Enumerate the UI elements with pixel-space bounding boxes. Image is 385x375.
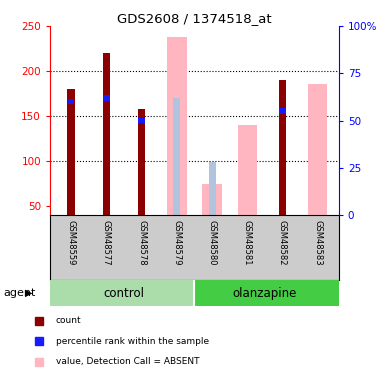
Bar [68, 99, 74, 104]
Text: GSM48578: GSM48578 [137, 220, 146, 266]
Text: ▶: ▶ [25, 288, 32, 298]
Bar [138, 109, 146, 215]
Text: GSM48582: GSM48582 [278, 220, 287, 266]
Bar [102, 53, 110, 215]
Text: GSM48579: GSM48579 [172, 220, 181, 266]
Text: GSM48577: GSM48577 [102, 220, 111, 266]
Bar [194, 280, 339, 306]
Text: count: count [56, 316, 82, 325]
Text: olanzapine: olanzapine [233, 286, 297, 300]
Text: GSM48581: GSM48581 [243, 220, 252, 266]
Bar [209, 162, 216, 215]
Bar [238, 125, 257, 215]
Text: GSM48583: GSM48583 [313, 220, 322, 266]
Bar [167, 37, 186, 215]
Text: GSM48559: GSM48559 [67, 220, 76, 266]
Bar [139, 118, 145, 123]
Bar [279, 80, 286, 215]
Text: agent: agent [4, 288, 36, 298]
Text: percentile rank within the sample: percentile rank within the sample [56, 337, 209, 346]
Bar [103, 95, 110, 100]
Bar [173, 98, 180, 215]
Text: GSM48580: GSM48580 [208, 220, 216, 266]
Bar [203, 183, 222, 215]
Bar [308, 84, 327, 215]
Bar [67, 89, 75, 215]
Text: value, Detection Call = ABSENT: value, Detection Call = ABSENT [56, 357, 199, 366]
Bar [279, 108, 286, 114]
Text: control: control [104, 286, 144, 300]
Bar [50, 280, 194, 306]
Title: GDS2608 / 1374518_at: GDS2608 / 1374518_at [117, 12, 272, 25]
